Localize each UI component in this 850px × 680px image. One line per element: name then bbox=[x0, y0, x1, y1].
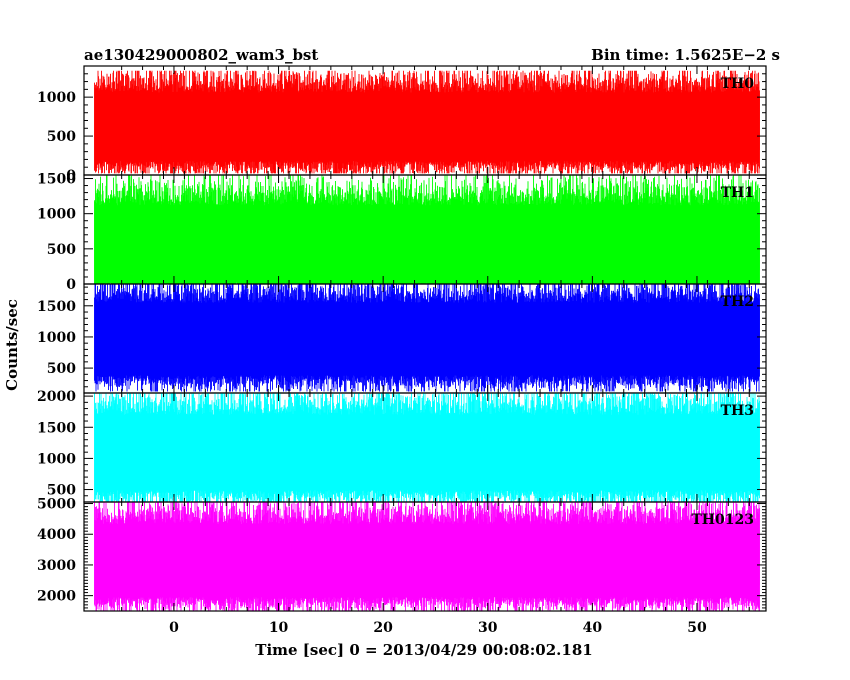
series-core-th0123 bbox=[94, 530, 760, 586]
y-tick-label: 1000 bbox=[37, 330, 76, 346]
y-tick-label: 1000 bbox=[37, 207, 76, 223]
chart-title-left: ae130429000802_wam3_bst bbox=[84, 46, 318, 64]
panel-th1: 0 500 1000 1500 TH1 bbox=[37, 172, 767, 293]
y-tick-label: 3000 bbox=[37, 558, 76, 574]
panel-th3: 500 1000 1500 2000 TH3 bbox=[37, 389, 767, 503]
x-tick-label: 30 bbox=[478, 620, 498, 636]
panel-th0: 0 500 1000 TH0 bbox=[37, 65, 767, 184]
y-tick-label: 1500 bbox=[37, 299, 76, 315]
x-tick-label: 50 bbox=[687, 620, 707, 636]
panel-label: TH0123 bbox=[691, 512, 754, 528]
panels-group: 0 500 1000 TH0 0 500 1000 1500 TH1 500 1000 1500 TH2… bbox=[37, 65, 767, 612]
y-tick-label: 1000 bbox=[37, 451, 76, 467]
panel-label: TH3 bbox=[721, 403, 754, 419]
panel-label: TH2 bbox=[721, 294, 754, 310]
series-core-th2 bbox=[94, 309, 760, 364]
y-tick-label: 5000 bbox=[37, 497, 76, 513]
panel-th0123: 2000 3000 4000 5000 TH0123 bbox=[37, 497, 767, 612]
series-core-th3 bbox=[94, 421, 760, 479]
y-tick-label: 500 bbox=[47, 361, 76, 377]
y-tick-label: 500 bbox=[47, 242, 76, 258]
y-tick-label: 4000 bbox=[37, 527, 76, 543]
series-core-th1 bbox=[94, 212, 760, 271]
y-axis-label: Counts/sec bbox=[3, 299, 21, 391]
x-tick-label: 20 bbox=[373, 620, 393, 636]
y-tick-label: 2000 bbox=[37, 589, 76, 605]
y-tick-label: 500 bbox=[47, 483, 76, 499]
x-tick-label: 40 bbox=[583, 620, 603, 636]
panel-th2: 500 1000 1500 TH2 bbox=[37, 283, 767, 394]
panel-label: TH0 bbox=[721, 76, 755, 92]
y-tick-label: 1500 bbox=[37, 172, 76, 188]
x-tick-label: 10 bbox=[269, 620, 289, 636]
series-core-th0 bbox=[94, 98, 760, 151]
y-tick-label: 500 bbox=[47, 129, 76, 145]
chart-title-right: Bin time: 1.5625E−2 s bbox=[591, 46, 780, 64]
y-tick-label: 2000 bbox=[37, 389, 76, 405]
panel-label: TH1 bbox=[721, 185, 754, 201]
x-tick-label: 0 bbox=[169, 620, 179, 636]
panel-frame bbox=[83, 501, 767, 612]
y-tick-label: 1000 bbox=[37, 90, 76, 106]
y-tick-label: 1500 bbox=[37, 420, 76, 436]
y-tick-label: 0 bbox=[66, 277, 76, 293]
y-tick-label: 0 bbox=[66, 168, 76, 184]
x-axis: 0 10 20 30 40 50 bbox=[169, 620, 707, 636]
x-axis-label: Time [sec] 0 = 2013/04/29 00:08:02.181 bbox=[255, 641, 592, 659]
